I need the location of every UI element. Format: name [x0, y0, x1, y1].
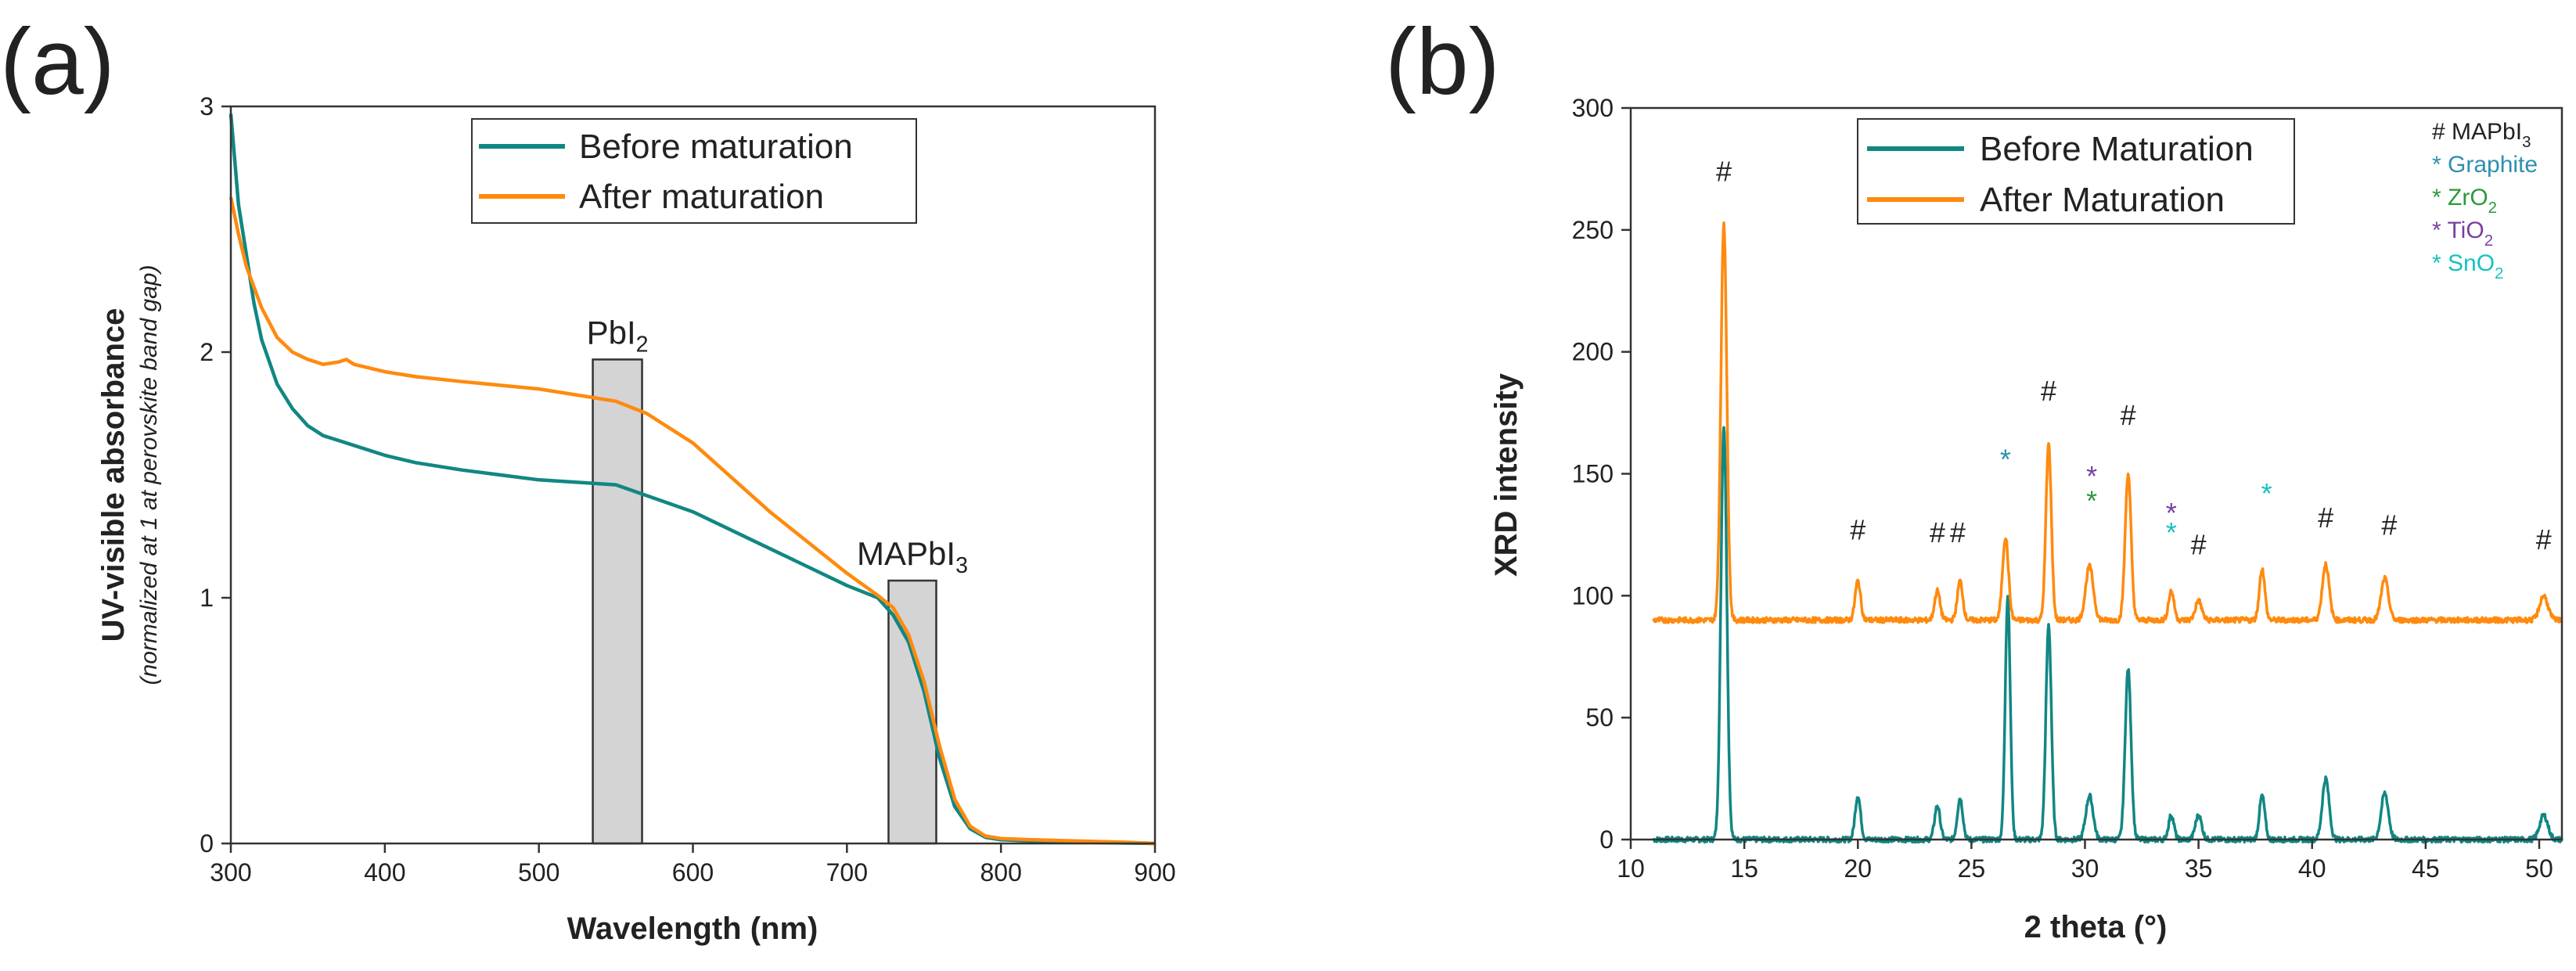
panel-b-y-axis: 0 50 100 150 200 250 300 — [1572, 94, 1631, 854]
panel-a-legend-after-label: After maturation — [579, 178, 824, 216]
y-tick-label: 2 — [200, 338, 214, 366]
phase-legend-item-1: * Graphite — [2432, 152, 2538, 178]
x-tick-label: 45 — [2412, 854, 2440, 883]
y-tick-label: 200 — [1572, 338, 1614, 366]
phase-legend-item-2: * ZrO2 — [2432, 185, 2497, 217]
panel-b-legend: Before Maturation After Maturation — [1857, 118, 2295, 225]
x-tick-label: 900 — [1134, 858, 1175, 886]
panel-a-legend-box — [471, 118, 917, 224]
panel-a-bands — [592, 358, 937, 845]
panel-a-x-axis-title: Wavelength (nm) — [567, 912, 818, 946]
series-line-before — [1653, 426, 2563, 844]
x-tick-label: 400 — [364, 858, 405, 886]
panel-b-label: (b) — [1385, 9, 1500, 114]
phase-marker-phase_mapbi3: # — [2381, 509, 2397, 541]
panel-a-x-axis: 300 400 500 600 700 800 900 — [210, 843, 1176, 886]
x-tick-label: 800 — [980, 858, 1021, 886]
phase-marker-phase_tio2: * — [2166, 497, 2177, 529]
panel-a-legend: Before maturation After maturation — [471, 118, 917, 224]
panel-b-legend-after-label: After Maturation — [1980, 181, 2225, 219]
panel-b-phase-legend: # MAPbI3* Graphite * ZrO2* TiO2* SnO2 — [2432, 119, 2538, 282]
panel-a-legend-before-label: Before maturation — [579, 128, 853, 166]
phase-marker-phase_graphite: * — [2000, 443, 2011, 475]
panel-b-phase-markers: ## # ##### # #*** *** — [1716, 156, 2552, 561]
x-tick-label: 15 — [1730, 854, 1758, 883]
y-tick-label: 300 — [1572, 94, 1614, 122]
phase-marker-phase_tio2: * — [2086, 460, 2097, 492]
band-rect-0 — [592, 358, 643, 845]
phase-legend-item-4: * SnO2 — [2432, 250, 2503, 282]
y-tick-label: 0 — [200, 829, 214, 858]
series-line-before — [228, 113, 1156, 846]
panel-a-label: (a) — [0, 9, 115, 114]
x-tick-label: 600 — [672, 858, 714, 886]
phase-marker-phase_mapbi3: # — [1716, 156, 1732, 188]
panel-b-x-axis: 10 15 20 25 30 35 40 45 50 — [1617, 840, 2553, 883]
panel-a-y-axis-subtitle: (normalized at 1 at perovskite band gap) — [136, 265, 162, 685]
panel-a-band-labels: PbI2 MAPbI3 — [587, 314, 968, 578]
x-tick-label: 500 — [518, 858, 559, 886]
phase-marker-phase_mapbi3: # — [2121, 399, 2136, 431]
x-tick-label: 700 — [826, 858, 868, 886]
y-tick-label: 1 — [200, 584, 214, 612]
band-label-0: PbI2 — [587, 314, 649, 357]
phase-marker-phase_mapbi3: # — [2191, 528, 2207, 560]
band-label-1: MAPbI3 — [857, 535, 968, 578]
y-tick-label: 0 — [1599, 825, 1614, 854]
panel-b-y-axis-title: XRD intensity — [1489, 372, 1524, 577]
x-tick-label: 300 — [210, 858, 251, 886]
y-tick-label: 100 — [1572, 581, 1614, 610]
panel-b-series — [1652, 221, 2563, 844]
phase-marker-phase_mapbi3: # — [2536, 523, 2552, 556]
x-tick-label: 50 — [2525, 854, 2553, 883]
x-tick-label: 10 — [1617, 854, 1645, 883]
phase-marker-phase_mapbi3: # — [2041, 375, 2056, 407]
phase-marker-phase_zro2: * — [2086, 484, 2097, 516]
series-line-after — [1652, 221, 2563, 624]
phase-marker-phase_mapbi3: # — [2318, 502, 2333, 534]
series-line-after — [228, 196, 1156, 846]
x-tick-label: 40 — [2298, 854, 2326, 883]
panel-a-absorbance-chart: (a) PbI2 MAPbI3 300 400 500 600 700 800 900 0 1 2… — [0, 9, 1176, 946]
y-tick-label: 250 — [1572, 216, 1614, 244]
phase-marker-phase_sno2: * — [2166, 516, 2177, 548]
panel-b-x-axis-title: 2 theta (°) — [2024, 910, 2168, 944]
panel-a-y-axis-title: UV-visible absorbance — [96, 308, 131, 642]
y-tick-label: 3 — [200, 92, 214, 120]
panel-b-legend-box — [1857, 118, 2295, 225]
panel-b-legend-before-label: Before Maturation — [1980, 130, 2254, 168]
panel-a-series — [228, 113, 1156, 846]
phase-marker-phase_mapbi3: # — [1850, 514, 1865, 546]
y-tick-label: 150 — [1572, 460, 1614, 488]
phase-marker-phase_mapbi3: # — [1950, 516, 1966, 548]
x-tick-label: 35 — [2185, 854, 2213, 883]
panel-b-xrd-chart: (b) ## # ##### # #*** *** 10 15 20 25 30 35 40 45 50 … — [1385, 9, 2563, 944]
x-tick-label: 30 — [2071, 854, 2099, 883]
phase-legend-item-3: * TiO2 — [2432, 218, 2493, 250]
x-tick-label: 20 — [1844, 854, 1872, 883]
phase-marker-phase_mapbi3: # — [1930, 516, 1945, 548]
y-tick-label: 50 — [1585, 703, 1614, 732]
panel-a-y-axis: 0 1 2 3 — [200, 92, 231, 858]
phase-marker-phase_sno2: * — [2261, 477, 2272, 509]
x-tick-label: 25 — [1958, 854, 1986, 883]
phase-legend-item-0: # MAPbI3 — [2432, 119, 2531, 151]
